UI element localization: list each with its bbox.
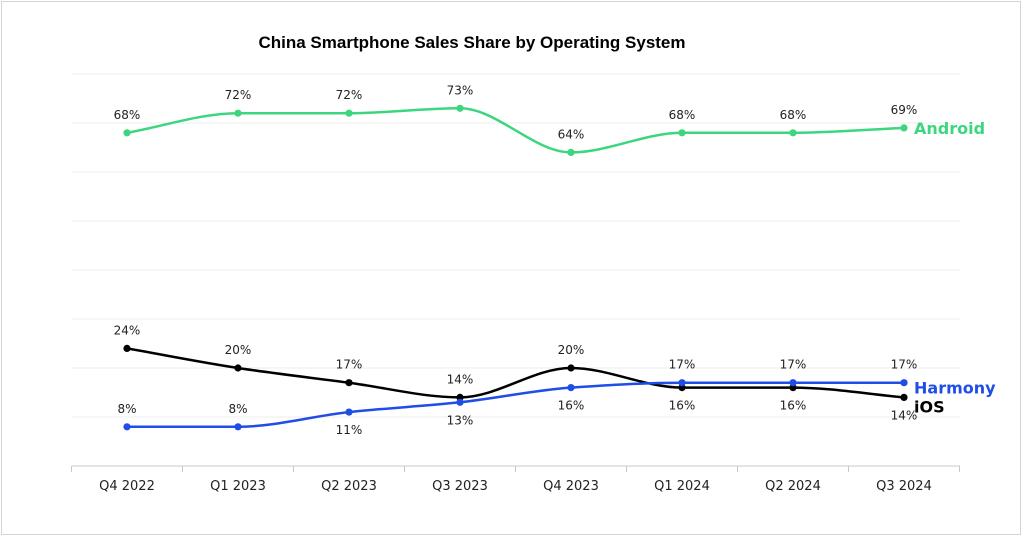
harmony-series-label: Harmony xyxy=(914,379,996,398)
series-lines xyxy=(126,107,905,429)
ios-point xyxy=(345,379,353,387)
ios-value-label: 17% xyxy=(336,358,363,372)
ios-line xyxy=(126,347,905,399)
harmony-point xyxy=(234,423,242,431)
android-point xyxy=(678,129,686,137)
harmony-value-label: 8% xyxy=(228,402,247,416)
ios-point xyxy=(900,393,908,401)
android-value-label: 68% xyxy=(669,108,696,122)
ios-value-label: 20% xyxy=(225,343,252,357)
android-value-label: 72% xyxy=(225,88,252,102)
android-series-label: Android xyxy=(914,119,985,138)
x-tick-label: Q2 2023 xyxy=(321,479,377,494)
android-value-label: 69% xyxy=(891,103,918,117)
ios-series-label: iOS xyxy=(914,397,945,416)
harmony-value-label: 17% xyxy=(780,358,807,372)
harmony-point xyxy=(345,408,353,416)
ios-point xyxy=(123,344,131,352)
ios-value-label: 20% xyxy=(558,343,585,357)
data-points xyxy=(123,104,908,431)
harmony-value-label: 17% xyxy=(891,358,918,372)
x-tick-label: Q4 2023 xyxy=(543,479,599,494)
harmony-point xyxy=(789,379,797,387)
harmony-point xyxy=(900,379,908,387)
android-line xyxy=(126,107,905,154)
x-tick-label: Q3 2024 xyxy=(876,479,932,494)
harmony-value-label: 17% xyxy=(669,358,696,372)
chart-title: China Smartphone Sales Share by Operatin… xyxy=(258,33,685,52)
ios-point xyxy=(234,364,242,372)
x-tick-label: Q2 2024 xyxy=(765,479,821,494)
android-point xyxy=(456,104,464,112)
android-value-label: 72% xyxy=(336,88,363,102)
android-point xyxy=(900,124,908,132)
android-value-label: 68% xyxy=(780,108,807,122)
android-value-label: 64% xyxy=(558,127,585,141)
harmony-value-label: 16% xyxy=(558,399,585,413)
android-value-label: 73% xyxy=(447,83,474,97)
harmony-point xyxy=(456,398,464,406)
harmony-value-label: 8% xyxy=(117,402,136,416)
data-labels: 68% 72% 72% 73% 64% 68% 68% 69% 24% 20% 17% 14% 20% 1… xyxy=(114,83,918,437)
ios-value-label: 14% xyxy=(891,408,918,422)
gridlines xyxy=(72,73,960,418)
ios-value-label: 16% xyxy=(780,399,807,413)
android-point xyxy=(567,148,575,156)
x-tick-label: Q1 2024 xyxy=(654,479,710,494)
android-value-label: 68% xyxy=(114,108,141,122)
android-point xyxy=(123,129,131,137)
ios-point xyxy=(567,364,575,372)
harmony-point xyxy=(678,379,686,387)
x-axis: Q4 2022 Q1 2023 Q2 2023 Q3 2023 Q4 2023 Q1 20… xyxy=(71,465,960,494)
x-tick-label: Q4 2022 xyxy=(99,479,155,494)
harmony-line xyxy=(127,381,904,429)
x-tick-label: Q3 2023 xyxy=(432,479,488,494)
android-point xyxy=(789,129,797,137)
harmony-value-label: 13% xyxy=(447,413,474,427)
ios-value-label: 14% xyxy=(447,372,474,386)
harmony-point xyxy=(567,384,575,392)
ios-value-label: 24% xyxy=(114,323,141,337)
ios-value-label: 16% xyxy=(669,399,696,413)
harmony-value-label: 11% xyxy=(336,423,363,437)
android-point xyxy=(234,109,242,117)
x-tick-label: Q1 2023 xyxy=(210,479,266,494)
harmony-point xyxy=(123,423,131,431)
android-point xyxy=(345,109,353,117)
